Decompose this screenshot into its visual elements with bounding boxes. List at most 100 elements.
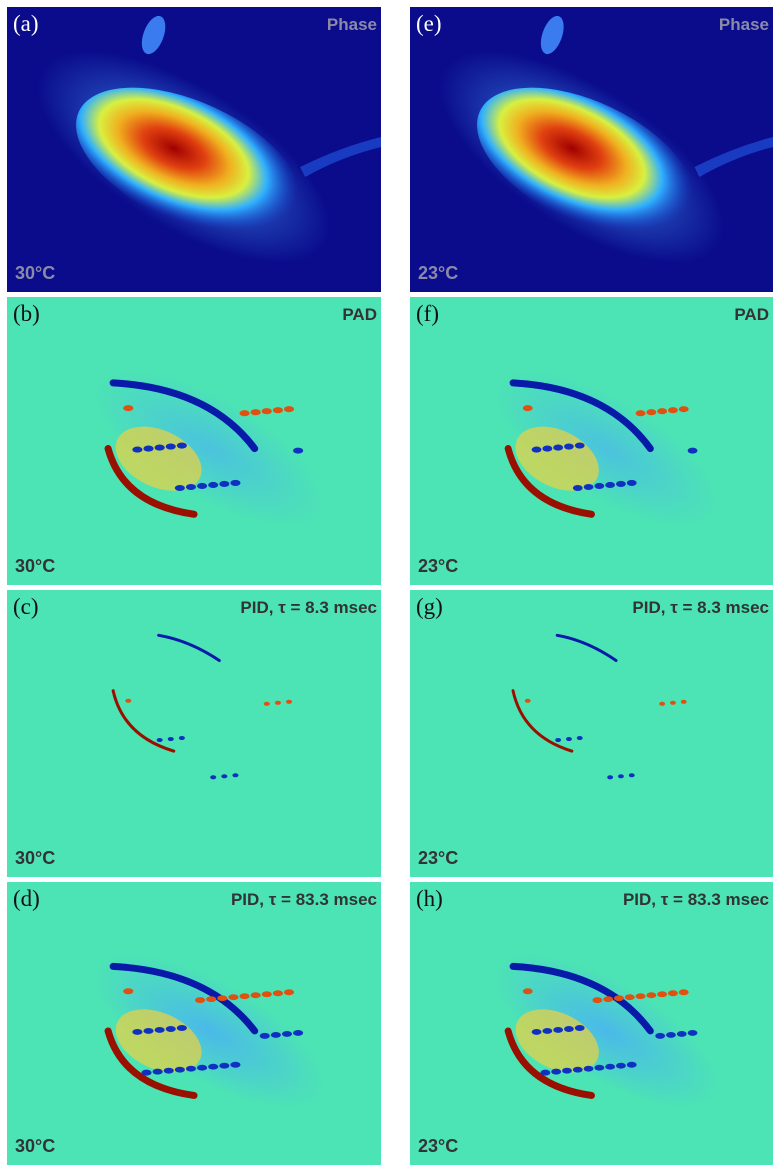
speckle [668, 407, 678, 414]
speckle [659, 701, 666, 706]
panel: (b) PAD 30°C [7, 297, 381, 585]
speckle [583, 483, 594, 491]
speckle [152, 1068, 163, 1075]
speckle [628, 773, 635, 778]
speckle [250, 409, 261, 416]
speckle [626, 479, 637, 486]
speckle [576, 736, 583, 741]
process [694, 137, 773, 177]
image [410, 7, 773, 292]
speckle [594, 482, 605, 489]
speckle [230, 479, 241, 486]
panel: (f) PAD 23°C [410, 297, 773, 585]
speckle [531, 1028, 542, 1035]
speckle [176, 442, 187, 449]
yellow-patch [115, 1009, 202, 1073]
speckle [132, 446, 143, 453]
panel-title: Phase [718, 15, 769, 34]
speckle [123, 988, 134, 995]
panel-title: Phase [326, 15, 377, 34]
background [410, 590, 773, 877]
red-arc [504, 1027, 595, 1099]
speckle [163, 1067, 174, 1074]
speckle [646, 409, 657, 416]
panel-title: PID, τ = 8.3 msec [240, 598, 377, 617]
speckle [219, 1062, 230, 1069]
speckle [542, 445, 553, 452]
speckle [174, 484, 185, 492]
speckle [217, 995, 228, 1002]
panel-label: (g) [416, 594, 443, 619]
panel-title: PID, τ = 83.3 msec [230, 890, 377, 909]
panel-title: PAD [734, 305, 769, 324]
speckle [668, 990, 678, 997]
temperature: 23°C [418, 1136, 459, 1156]
speckle [583, 1065, 594, 1072]
speckle [272, 407, 283, 414]
haze [92, 369, 326, 528]
temperature: 23°C [418, 263, 459, 283]
temperature: 23°C [418, 556, 459, 576]
speckle [572, 1066, 583, 1073]
panel: (c) PID, τ = 8.3 msec 30°C [7, 590, 381, 877]
speckle [626, 1061, 637, 1068]
speckle [210, 775, 217, 780]
speckle [553, 1026, 564, 1033]
speckle [678, 406, 689, 413]
image [7, 297, 381, 585]
temperature: 30°C [15, 263, 56, 283]
speckle [143, 1027, 154, 1034]
speckle [219, 480, 230, 487]
blue-arc [555, 633, 618, 663]
speckle [239, 410, 250, 417]
speckle [603, 996, 614, 1003]
speckle [666, 1031, 676, 1038]
speckle [574, 442, 585, 449]
speckle [208, 481, 219, 488]
speckle [272, 990, 283, 997]
red-arc [111, 689, 176, 753]
speckle [206, 996, 217, 1003]
speckle [281, 1030, 293, 1037]
red-arc [504, 445, 595, 518]
image [7, 7, 381, 292]
temperature: 30°C [15, 848, 56, 868]
speckle [616, 1062, 626, 1069]
speckle [605, 1063, 616, 1070]
speckle [270, 1031, 281, 1038]
speckle [540, 1069, 551, 1076]
speckle [624, 994, 635, 1001]
speckle [261, 991, 272, 998]
speckle [614, 995, 624, 1002]
speckle [176, 1024, 187, 1031]
speckle [143, 445, 154, 452]
panel-label: (h) [416, 886, 443, 911]
blue-arc [157, 633, 221, 663]
speckle [531, 446, 542, 453]
speckle [555, 738, 562, 743]
image [7, 882, 381, 1165]
image [410, 297, 773, 585]
temperature: 30°C [15, 1136, 56, 1156]
speckle [655, 1032, 666, 1039]
red-arc [511, 689, 574, 753]
panel-label: (c) [13, 594, 39, 619]
speckle [283, 406, 295, 413]
speckle [293, 447, 304, 454]
speckle [263, 701, 270, 706]
speckle [185, 1065, 197, 1072]
speckle [680, 699, 687, 704]
speckle [228, 994, 239, 1001]
panel-title: PAD [342, 305, 377, 324]
speckle [678, 989, 689, 996]
speckle [687, 1029, 698, 1036]
speckle [676, 1030, 687, 1037]
speckle [167, 737, 174, 742]
panel-title: PID, τ = 83.3 msec [622, 890, 769, 909]
speckle [154, 1026, 165, 1033]
speckle [185, 483, 197, 491]
background [7, 590, 381, 877]
panel-title: PID, τ = 8.3 msec [632, 598, 769, 617]
speckle [165, 1025, 176, 1032]
